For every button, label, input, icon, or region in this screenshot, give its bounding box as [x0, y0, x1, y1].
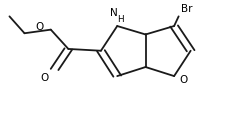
Text: O: O	[36, 22, 44, 32]
Text: O: O	[40, 73, 49, 83]
Text: N: N	[110, 8, 118, 18]
Text: H: H	[117, 15, 123, 25]
Text: Br: Br	[181, 4, 193, 14]
Text: O: O	[179, 75, 188, 85]
